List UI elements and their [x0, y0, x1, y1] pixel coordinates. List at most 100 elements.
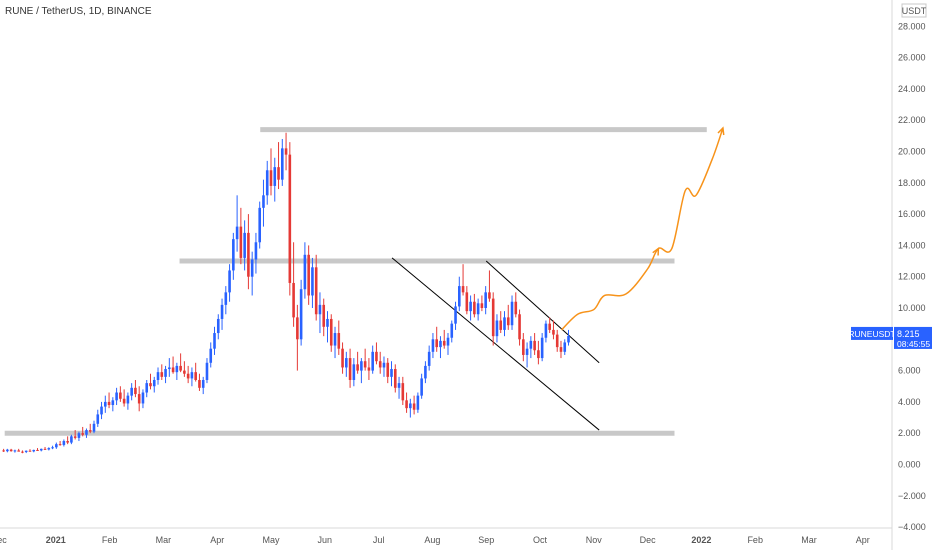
price-axis[interactable]: 28.000 26.000 24.000 22.000 20.000 18.000 16.0… [891, 0, 926, 550]
candle [318, 292, 322, 334]
candle [525, 342, 529, 368]
candle-body [85, 430, 88, 435]
x-tick-label: Mar [801, 535, 817, 545]
candle-body [205, 362, 209, 380]
candle-body [235, 226, 239, 240]
candle [13, 449, 17, 453]
candle-body [567, 335, 570, 343]
candle-body [88, 430, 92, 432]
y-tick-label: −2.000 [898, 491, 926, 501]
candle-body [62, 441, 66, 445]
candle [529, 336, 533, 359]
candle [567, 329, 570, 346]
candle-body [439, 340, 442, 348]
candle [122, 389, 126, 407]
candle-body [544, 323, 548, 338]
candle [450, 320, 454, 343]
candle [522, 333, 525, 362]
candle [348, 348, 352, 388]
candle-body [190, 372, 194, 379]
candle [85, 428, 88, 438]
candle [311, 257, 314, 308]
candle-body [473, 301, 476, 315]
candle-body [288, 154, 292, 283]
y-tick-label: 24.000 [898, 84, 926, 94]
candle [341, 342, 344, 374]
candle [92, 420, 96, 434]
candle [375, 342, 378, 365]
candle [160, 364, 164, 380]
candle [265, 160, 269, 205]
candle-body [427, 351, 431, 366]
candle-body [28, 450, 32, 452]
candle [499, 311, 503, 334]
candle-body [548, 323, 551, 330]
candle [62, 439, 66, 447]
candle-body [103, 401, 107, 407]
candle-body [111, 400, 115, 406]
candle-body [73, 436, 77, 438]
candle-body [66, 441, 69, 443]
candle [119, 386, 122, 402]
descending-channel [391, 257, 600, 431]
candle-body [352, 364, 356, 380]
y-tick-label: 6.000 [898, 366, 921, 376]
candle [284, 132, 288, 171]
currency-badge[interactable]: USDT [901, 3, 927, 18]
candle-body [100, 406, 103, 415]
candle [73, 430, 77, 440]
candle [2, 448, 5, 452]
candle [296, 304, 299, 371]
x-tick-label: Aug [424, 535, 440, 545]
candle [280, 138, 284, 186]
candle-body [480, 303, 484, 308]
candle-body [476, 303, 480, 315]
candle [70, 434, 73, 445]
candle-body [555, 334, 559, 348]
time-axis[interactable]: ec 2021 Feb Mar Apr May Jun Jul Aug Sep Oct Nov Dec 2… [0, 527, 892, 545]
candle-body [461, 286, 465, 293]
candle-body [36, 449, 39, 451]
trendline-0[interactable] [391, 257, 600, 431]
y-tick-label: 20.000 [898, 147, 926, 157]
candle-body [397, 383, 401, 388]
candle [442, 329, 446, 349]
candle [345, 351, 348, 377]
candle-body [405, 400, 408, 409]
candle-body [2, 450, 5, 452]
candle-body [363, 361, 367, 368]
x-tick-label: 2021 [46, 535, 66, 545]
candle [431, 333, 435, 359]
bar-countdown: 08:45:55 [897, 339, 930, 349]
candle [495, 314, 499, 343]
candle-body [563, 342, 567, 352]
y-tick-label: 4.000 [898, 397, 921, 407]
candle-body [168, 367, 171, 370]
candle [36, 448, 39, 451]
candle-body [122, 398, 126, 404]
candle [254, 232, 258, 274]
candle [141, 389, 145, 409]
candle [100, 401, 103, 420]
candle [480, 295, 484, 312]
candle-body [412, 403, 416, 410]
candle [17, 448, 20, 452]
candle [401, 376, 405, 406]
candle [491, 292, 495, 346]
candle [58, 441, 62, 446]
candle [126, 392, 130, 410]
candle-body [458, 286, 461, 307]
x-tick-label: ec [0, 535, 7, 545]
trendline-1[interactable] [485, 260, 600, 364]
candle [469, 295, 472, 321]
candle [232, 232, 235, 280]
projection-line[interactable] [560, 127, 724, 331]
y-tick-label: 26.000 [898, 53, 926, 63]
y-tick-label: 2.000 [898, 428, 921, 438]
candle [228, 264, 231, 302]
candle-body [107, 401, 111, 406]
candle [314, 254, 318, 321]
candle-body [499, 320, 503, 330]
candle [363, 348, 367, 371]
